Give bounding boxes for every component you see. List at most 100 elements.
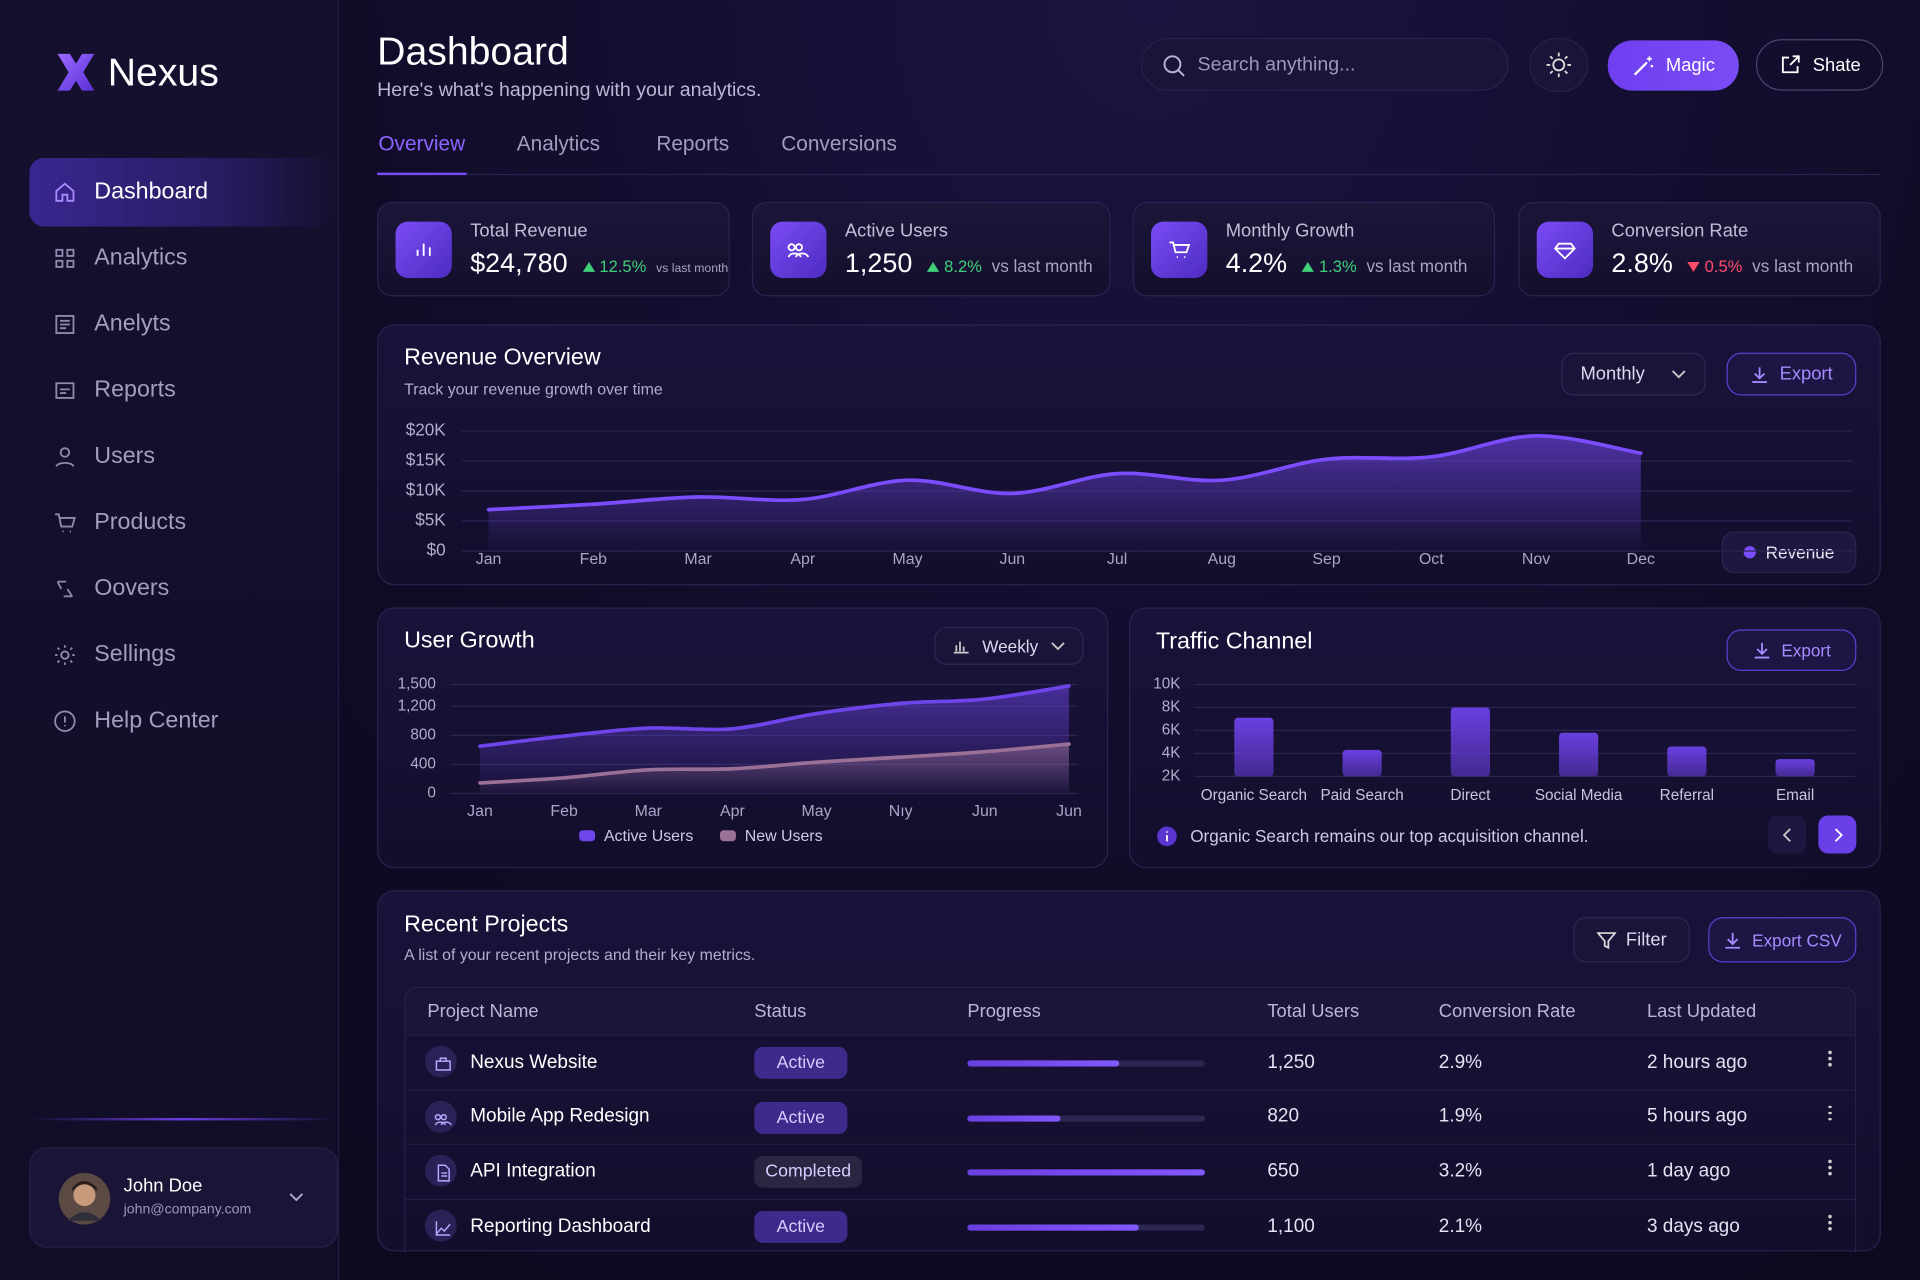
table-row[interactable]: Mobile App Redesign Active 820 1.9% 5 hours … [405, 1089, 1856, 1143]
nav-label: Products [94, 509, 187, 536]
icon-shape [55, 248, 75, 268]
period-select[interactable]: Monthly [1561, 352, 1706, 396]
table-row[interactable]: Reporting Dashboard Active 1,100 2.1% 3 days… [405, 1198, 1856, 1253]
share-button[interactable]: Shate [1755, 39, 1884, 91]
legend-item: New Users [720, 827, 823, 845]
icon [54, 710, 76, 732]
nav-label: Dashboard [94, 178, 209, 205]
progress-track [967, 1115, 1205, 1122]
chevron [1834, 827, 1843, 842]
menu-dot [1828, 1050, 1832, 1054]
row-menu[interactable] [1828, 1214, 1833, 1232]
kpi-value: $24,780 [470, 247, 568, 278]
column-header: Status [754, 1001, 807, 1022]
tab[interactable]: Overview [378, 132, 466, 156]
x-tick-label: Direct [1450, 787, 1491, 804]
area [488, 435, 1641, 552]
chevron [1672, 369, 1686, 378]
kpi-note: vs last month [1366, 255, 1468, 276]
project-name: API Integration [470, 1160, 596, 1182]
bar [1342, 749, 1382, 777]
menu-dot [1828, 1172, 1832, 1176]
tabs-rule [377, 173, 1881, 176]
cell: 1,100 [1267, 1215, 1315, 1237]
row-menu[interactable] [1828, 1160, 1833, 1177]
nav-item[interactable]: Oovers [29, 555, 338, 624]
nav-item[interactable]: Users [29, 422, 338, 491]
y-tick-label: 6K [1162, 721, 1182, 738]
table-row[interactable]: API Integration Completed 650 3.2% 1 day ago [405, 1144, 1856, 1198]
nav-item[interactable]: Analytics [29, 224, 338, 293]
kpi-row: 1,250 8.2% vs last month [845, 247, 1093, 279]
kpi-change: 0.5% [1704, 257, 1743, 276]
nav-item[interactable]: Help Center [29, 687, 338, 756]
line [478, 742, 1071, 785]
column-header: Last Updated [1646, 1001, 1757, 1022]
magic-button[interactable]: Magic [1607, 40, 1739, 91]
search-box[interactable]: Search anything... [1141, 37, 1509, 91]
bar [1667, 746, 1707, 777]
menu-dot [1828, 1056, 1832, 1060]
icon-shape [56, 580, 74, 598]
progress-bar [967, 1115, 1060, 1122]
x-tick-label: Jun [1056, 803, 1082, 820]
prev-button[interactable] [1768, 815, 1807, 854]
y-tick-label: 1,200 [398, 697, 436, 714]
nav-label: Analytics [94, 244, 188, 271]
cell: 5 hours ago [1646, 1105, 1748, 1127]
icon-shape [787, 243, 810, 258]
kpi-row: 2.8% 0.5% vs last month [1611, 247, 1853, 279]
export-button[interactable]: Export [1726, 352, 1857, 396]
kpi-change: 8.2% [944, 257, 982, 276]
x-tick-label: Mar [684, 551, 712, 568]
user-card[interactable]: John Doe john@company.com [29, 1147, 338, 1248]
column-header: Progress [967, 1001, 1041, 1022]
bar [1450, 707, 1490, 777]
trend-arrow [927, 262, 940, 272]
nav-item[interactable]: Products [29, 489, 338, 558]
bar [1559, 732, 1599, 777]
export-button[interactable]: Export [1726, 629, 1857, 672]
tab[interactable]: Reports [656, 132, 730, 156]
tab[interactable]: Conversions [781, 132, 897, 156]
nav-item[interactable]: Dashboard [29, 157, 338, 227]
x-tick-label: Apr [790, 551, 815, 568]
legend-swatch [1743, 546, 1756, 559]
projects-card: Recent Projects A list of your recent pr… [377, 890, 1881, 1253]
row-menu[interactable] [1828, 1050, 1833, 1068]
y-tick-label: $10K [406, 480, 447, 500]
project-name: Mobile App Redesign [470, 1105, 650, 1127]
logo-icon [57, 53, 95, 91]
nav-item[interactable]: Sellings [29, 621, 338, 690]
export-csv-button[interactable]: Export CSV [1708, 917, 1857, 963]
filter-button[interactable]: Filter [1573, 917, 1690, 963]
icon [434, 1113, 452, 1126]
chart-title: Revenue Overview [404, 344, 601, 371]
x-tick-label: Dec [1627, 551, 1655, 568]
theme-toggle[interactable] [1529, 37, 1589, 92]
table-row[interactable]: Nexus Website Active 1,250 2.9% 2 hours ago [405, 1034, 1856, 1089]
download-icon [1752, 366, 1768, 383]
x-tick-label: Jan [467, 803, 493, 820]
row-menu[interactable] [1828, 1105, 1833, 1122]
chevron [1050, 641, 1065, 650]
y-tick-label: 400 [410, 755, 436, 772]
table-header [405, 988, 1856, 1035]
menu-dot [1828, 1117, 1832, 1121]
period-label: Monthly [1580, 363, 1645, 385]
x-tick-label: Nov [1522, 551, 1550, 568]
y-tick-label: 800 [410, 726, 436, 743]
tab[interactable]: Analytics [516, 132, 601, 156]
chart-subtitle: Track your revenue growth over time [404, 379, 663, 399]
nav-item[interactable]: Reports [29, 356, 338, 425]
kpi-card: Monthly Growth 4.2% 1.3% vs last month [1132, 202, 1496, 297]
kpi-label: Monthly Growth [1225, 220, 1355, 242]
kpi-card: Total Revenue $24,780 12.5% vs last month [377, 202, 730, 297]
icon [55, 513, 76, 533]
line [486, 433, 1643, 512]
next-button[interactable] [1818, 815, 1857, 854]
x-tick-label: Paid Search [1320, 787, 1403, 804]
nav-item[interactable]: Anelyts [29, 290, 338, 359]
kpi-label: Conversion Rate [1611, 220, 1749, 242]
period-select[interactable]: Weekly [934, 626, 1084, 665]
